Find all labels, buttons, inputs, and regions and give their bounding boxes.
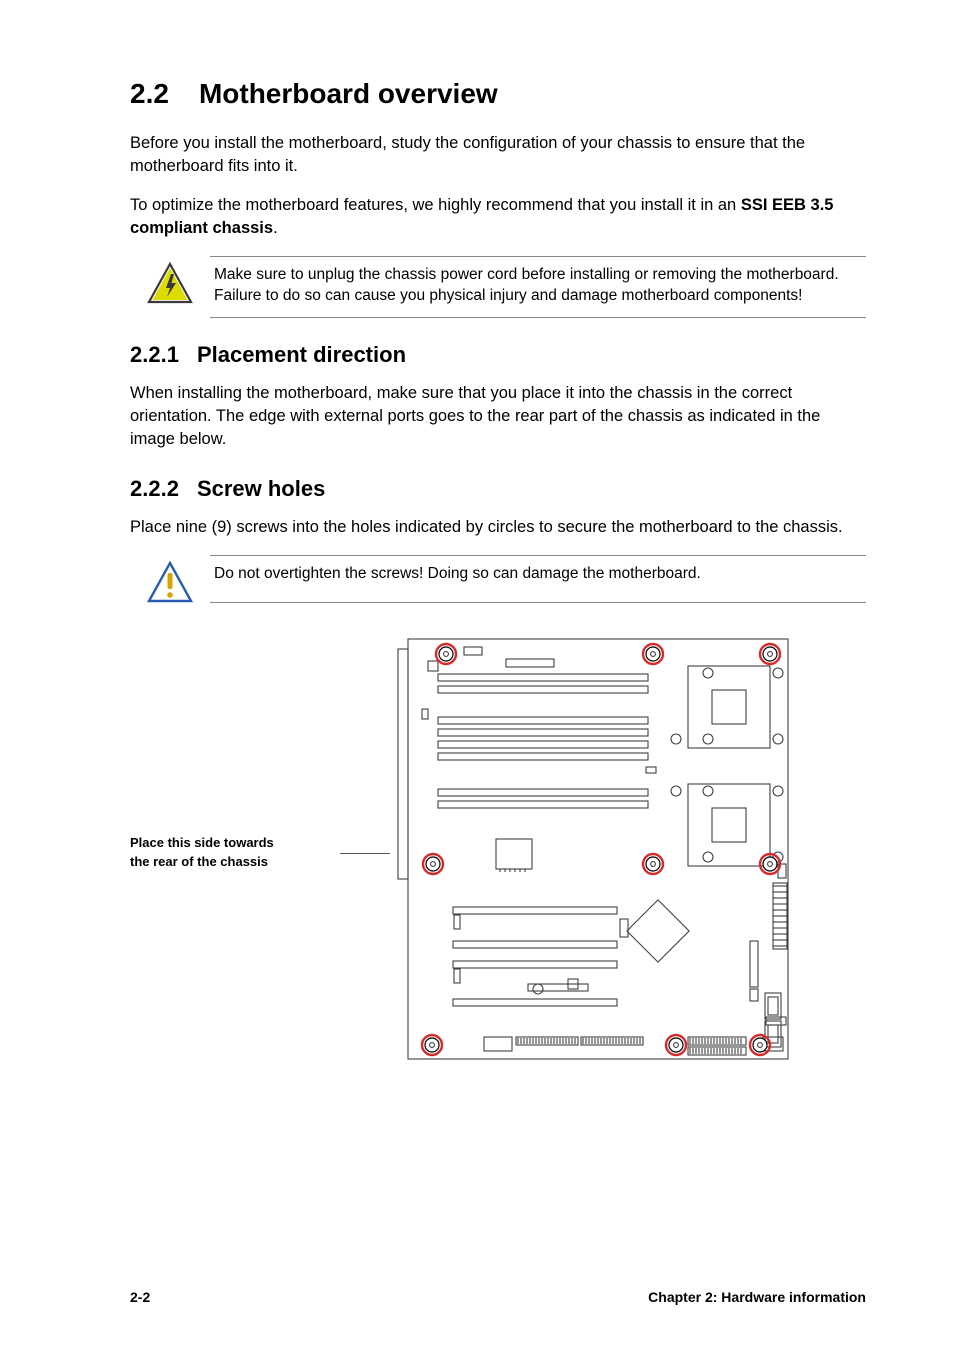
motherboard-diagram xyxy=(394,633,804,1073)
caution-text: Do not overtighten the screws! Doing so … xyxy=(210,555,866,603)
caution-icon xyxy=(147,561,193,603)
danger-text: Make sure to unplug the chassis power co… xyxy=(210,256,866,318)
subsection-1-body: When installing the motherboard, make su… xyxy=(130,382,866,451)
footer-page-number: 2-2 xyxy=(130,1289,150,1305)
intro-p2-c: . xyxy=(273,219,278,237)
diagram-leader-line xyxy=(340,853,390,854)
section-heading: 2.2 Motherboard overview xyxy=(130,78,866,110)
subsection-1-number: 2.2.1 xyxy=(130,342,179,367)
diagram-label-line2: the rear of the chassis xyxy=(130,853,330,871)
motherboard-diagram-area: Place this side towards the rear of the … xyxy=(130,633,866,1073)
subsection-2-body: Place nine (9) screws into the holes ind… xyxy=(130,516,866,539)
danger-callout: Make sure to unplug the chassis power co… xyxy=(130,256,866,318)
page-footer: 2-2 Chapter 2: Hardware information xyxy=(130,1289,866,1305)
subsection-1-title: Placement direction xyxy=(197,342,406,367)
intro-p2-a: To optimize the motherboard features, we… xyxy=(130,196,741,214)
section-number: 2.2 xyxy=(130,78,169,109)
caution-callout: Do not overtighten the screws! Doing so … xyxy=(130,555,866,603)
diagram-label-line1: Place this side towards xyxy=(130,834,330,852)
subsection-2-title: Screw holes xyxy=(197,476,325,501)
diagram-label-block: Place this side towards the rear of the … xyxy=(130,834,394,870)
danger-icon xyxy=(147,262,193,304)
intro-paragraph-2: To optimize the motherboard features, we… xyxy=(130,194,866,240)
subsection-2-number: 2.2.2 xyxy=(130,476,179,501)
intro-paragraph-1: Before you install the motherboard, stud… xyxy=(130,132,866,178)
footer-chapter: Chapter 2: Hardware information xyxy=(648,1289,866,1305)
subsection-2-heading: 2.2.2 Screw holes xyxy=(130,476,866,502)
caution-icon-col xyxy=(130,555,210,603)
subsection-1-heading: 2.2.1 Placement direction xyxy=(130,342,866,368)
danger-icon-col xyxy=(130,256,210,318)
section-title: Motherboard overview xyxy=(199,78,498,109)
